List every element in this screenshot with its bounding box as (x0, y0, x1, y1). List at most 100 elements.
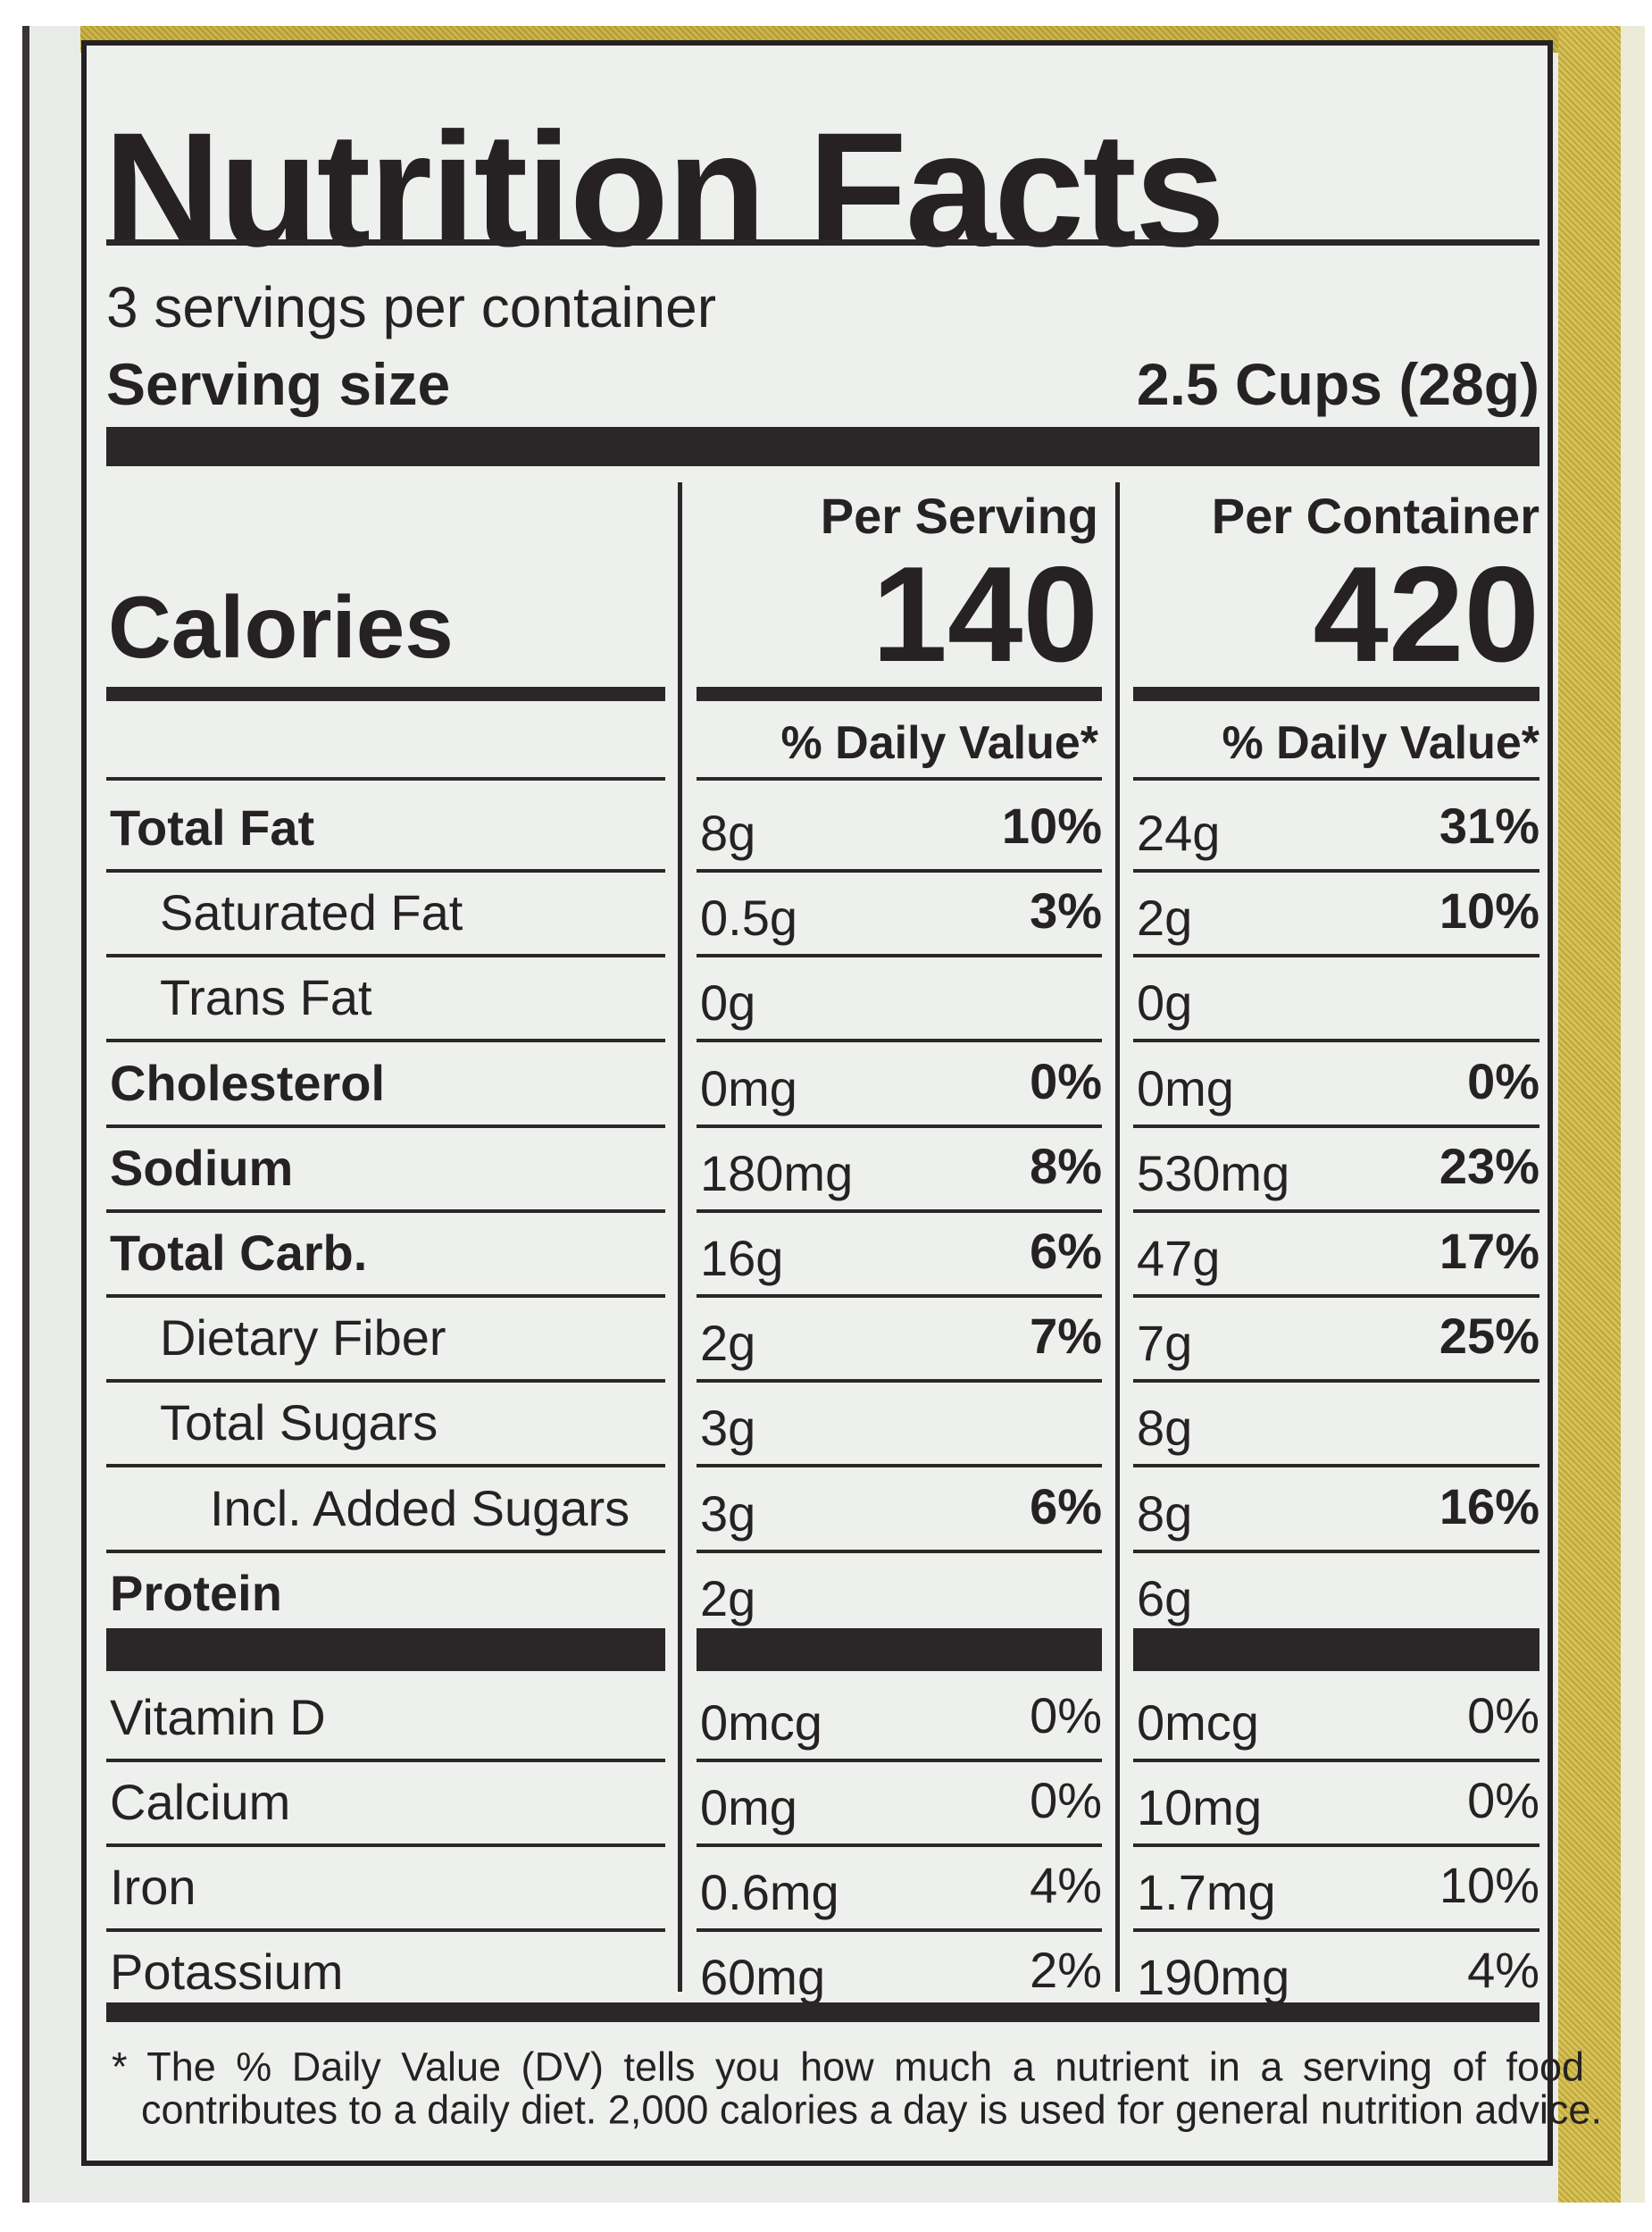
row-rule (1133, 869, 1539, 873)
nutrition-facts-panel (81, 40, 1553, 2166)
row-rule (106, 1124, 665, 1128)
nutrient-label: Total Carb. (110, 1225, 368, 1281)
nutrient-daily-value: 17% (1439, 1223, 1539, 1279)
nutrient-amount: 60mg (700, 1949, 826, 2005)
row-rule (106, 1209, 665, 1213)
nutrient-amount: 16g (700, 1230, 784, 1286)
nutrient-daily-value: 8% (1030, 1137, 1102, 1194)
nutrient-daily-value: 16% (1439, 1477, 1539, 1534)
calories-rule-3 (1133, 687, 1539, 701)
serving-size-value: 2.5 Cups (28g) (1136, 351, 1539, 417)
nutrient-amount: 7g (1137, 1315, 1193, 1372)
nutrient-daily-value: 23% (1439, 1137, 1539, 1194)
row-rule (1133, 1464, 1539, 1467)
nutrient-label: Calcium (110, 1774, 291, 1830)
serving-size-label: Serving size (106, 351, 451, 417)
package-yellow-pattern-right (1558, 26, 1621, 2203)
nutrient-daily-value: 10% (1001, 798, 1102, 854)
nutrient-label: Iron (110, 1859, 196, 1915)
nutrient-amount: 10mg (1137, 1779, 1263, 1835)
nutrient-amount: 0g (1137, 974, 1193, 1032)
row-rule (106, 954, 665, 957)
nutrient-amount: 2g (700, 1569, 756, 1626)
row-rule (1133, 1294, 1539, 1298)
row-rule (697, 777, 1102, 781)
nutrient-label: Dietary Fiber (160, 1309, 446, 1367)
row-rule (1133, 777, 1539, 781)
nutrient-amount: 3g (700, 1400, 756, 1457)
nutrient-amount: 8g (1137, 1400, 1193, 1457)
row-rule (1133, 1843, 1539, 1847)
calories-per-serving: 140 (872, 539, 1098, 690)
column-divider-2 (1115, 482, 1120, 1992)
row-rule (697, 1039, 1102, 1042)
row-rule (697, 1124, 1102, 1128)
title-rule (106, 239, 1539, 246)
package-edge (22, 26, 29, 2203)
daily-value-header-serving: % Daily Value* (780, 717, 1098, 769)
row-rule (697, 1379, 1102, 1383)
row-rule (106, 1550, 665, 1553)
nutrient-amount: 24g (1137, 805, 1221, 861)
nutrient-amount: 2g (1137, 890, 1193, 947)
nutrient-amount: 2g (700, 1315, 756, 1372)
nutrient-label: Potassium (110, 1944, 344, 2000)
nutrient-daily-value: 4% (1467, 1942, 1539, 1998)
nutrient-amount: 0mcg (700, 1694, 822, 1751)
row-rule (106, 1928, 665, 1932)
row-rule (697, 1550, 1102, 1553)
nutrient-label: Saturated Fat (160, 884, 463, 941)
nutrient-daily-value: 0% (1030, 1687, 1102, 1743)
footnote-line-2: contributes to a daily diet. 2,000 calor… (141, 2086, 1602, 2133)
row-rule (697, 1209, 1102, 1213)
row-rule (106, 1039, 665, 1042)
nutrient-daily-value: 6% (1030, 1223, 1102, 1279)
nutrient-amount: 1.7mg (1137, 1864, 1276, 1920)
thick-rule-bottom (106, 2002, 1539, 2022)
nutrient-label: Incl. Added Sugars (210, 1479, 630, 1536)
nutrient-daily-value: 0% (1030, 1052, 1102, 1109)
per-container-header: Per Container (1211, 488, 1539, 544)
row-rule (697, 1759, 1102, 1762)
nutrient-label: Vitamin D (110, 1689, 326, 1745)
thick-rule-middle (106, 1628, 665, 1671)
nutrient-amount: 530mg (1137, 1144, 1290, 1201)
row-rule (697, 1843, 1102, 1847)
row-rule (106, 1843, 665, 1847)
nutrient-amount: 180mg (700, 1144, 854, 1201)
footnote-line-1: * The % Daily Value (DV) tells you how m… (112, 2044, 1585, 2090)
row-rule (1133, 1124, 1539, 1128)
row-rule (106, 1379, 665, 1383)
nutrient-daily-value: 25% (1439, 1308, 1539, 1365)
row-rule (1133, 1379, 1539, 1383)
nutrient-amount: 0.6mg (700, 1864, 839, 1920)
nutrient-amount: 0mcg (1137, 1694, 1259, 1751)
nutrient-daily-value: 2% (1030, 1942, 1102, 1998)
row-rule (1133, 1209, 1539, 1213)
row-rule (1133, 954, 1539, 957)
nutrition-facts-title: Nutrition Facts (104, 98, 1225, 280)
servings-per-container: 3 servings per container (106, 275, 717, 339)
nutrient-daily-value: 10% (1439, 1857, 1539, 1913)
nutrient-amount: 0g (700, 974, 756, 1032)
nutrient-daily-value: 10% (1439, 882, 1539, 940)
nutrient-label: Total Sugars (160, 1394, 438, 1451)
nutrient-daily-value: 6% (1030, 1477, 1102, 1534)
nutrient-amount: 0.5g (700, 890, 797, 947)
nutrient-amount: 47g (1137, 1230, 1221, 1286)
row-rule (1133, 1550, 1539, 1553)
nutrient-daily-value: 0% (1030, 1772, 1102, 1828)
nutrient-amount: 3g (700, 1484, 756, 1542)
row-rule (1133, 1039, 1539, 1042)
nutrient-daily-value: 0% (1467, 1052, 1539, 1109)
row-rule (106, 869, 665, 873)
nutrient-amount: 0mg (700, 1779, 797, 1835)
nutrient-amount: 6g (1137, 1569, 1193, 1626)
nutrient-label: Protein (110, 1564, 282, 1621)
row-rule (1133, 1759, 1539, 1762)
row-rule (697, 1464, 1102, 1467)
nutrient-daily-value: 0% (1467, 1687, 1539, 1743)
row-rule (1133, 1928, 1539, 1932)
nutrient-daily-value: 4% (1030, 1857, 1102, 1913)
